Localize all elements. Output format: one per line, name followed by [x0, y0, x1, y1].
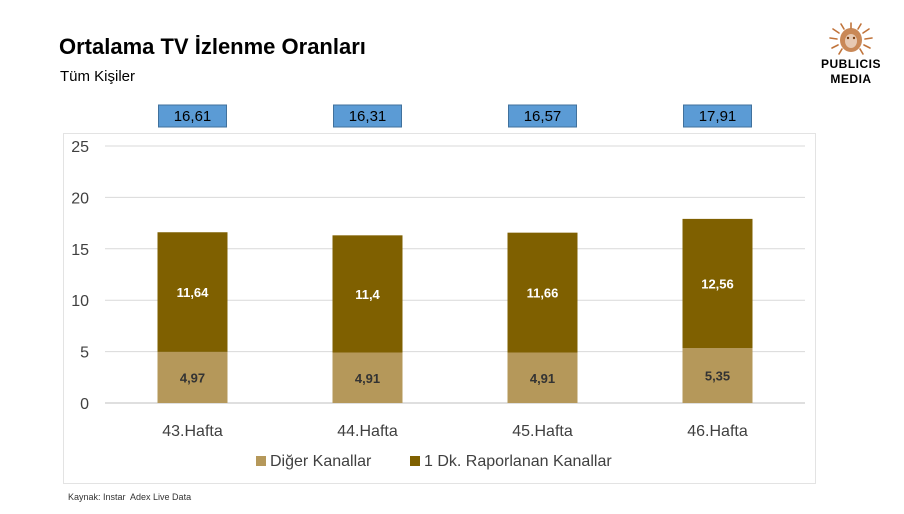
legend-label: Diğer Kanallar: [270, 453, 372, 470]
x-tick-label: 43.Hafta: [162, 423, 223, 440]
total-label: 17,91: [699, 108, 737, 125]
publicis-media-logo: PUBLICIS MEDIA: [808, 22, 888, 88]
lion-head-icon: [829, 22, 873, 55]
y-tick-label: 5: [80, 345, 89, 362]
bar-segment: [332, 352, 403, 403]
source-note: Kaynak: Instar Adex Live Data: [68, 492, 192, 502]
data-label: 11,64: [177, 285, 210, 300]
bar-segment: [507, 232, 578, 353]
legend-swatch: [256, 456, 266, 466]
bar-segment: [332, 235, 403, 353]
y-tick-label: 20: [71, 190, 89, 207]
total-label: 16,57: [524, 108, 562, 125]
total-box: [333, 104, 402, 128]
y-tick-label: 10: [71, 293, 89, 310]
data-label: 11,66: [527, 286, 559, 301]
total-box: [508, 104, 577, 128]
bar-segment: [157, 232, 228, 352]
bar-segment: [682, 348, 753, 403]
y-tick-label: 15: [71, 242, 89, 259]
y-tick-label: 25: [71, 139, 89, 156]
y-tick-label: 0: [80, 396, 89, 413]
page-subtitle: Tüm Kişiler: [60, 68, 136, 85]
total-box: [683, 104, 752, 128]
data-label: 4,97: [180, 370, 205, 385]
data-label: 5,35: [705, 369, 730, 384]
legend-swatch: [410, 456, 420, 466]
page-title: Ortalama TV İzlenme Oranları: [59, 34, 366, 59]
data-label: 12,56: [701, 276, 734, 291]
data-label: 4,91: [530, 371, 555, 386]
bar-segment: [682, 218, 753, 349]
x-tick-label: 44.Hafta: [337, 423, 398, 440]
logo-text-publicis: PUBLICIS: [820, 57, 881, 71]
bar-segment: [507, 352, 578, 403]
legend-label: 1 Dk. Raporlanan Kanallar: [424, 453, 612, 470]
data-label: 11,4: [355, 287, 380, 302]
x-tick-label: 45.Hafta: [512, 423, 573, 440]
data-label: 4,91: [355, 371, 380, 386]
x-tick-label: 46.Hafta: [687, 423, 748, 440]
total-box: [158, 104, 227, 128]
total-label: 16,61: [174, 108, 212, 125]
bar-segment: [157, 351, 228, 403]
logo-text-media: MEDIA: [830, 72, 872, 86]
total-label: 16,31: [349, 108, 387, 125]
